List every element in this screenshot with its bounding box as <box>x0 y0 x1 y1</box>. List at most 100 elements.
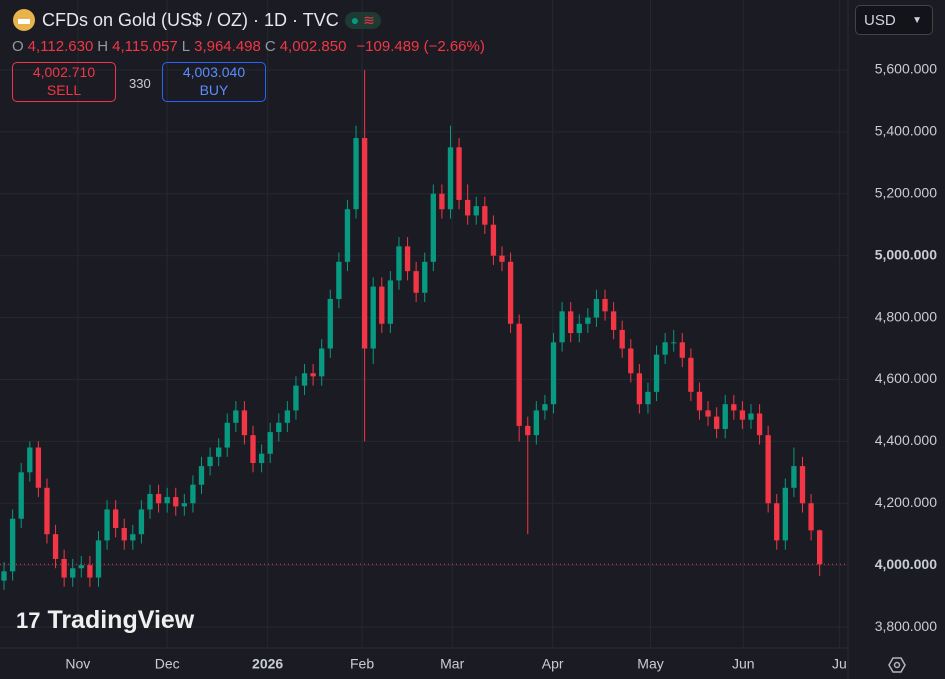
candle-body <box>765 435 771 504</box>
candle-body <box>473 206 479 216</box>
candle-body <box>456 147 462 200</box>
candle-body <box>628 348 634 374</box>
candle-body <box>404 246 411 272</box>
candle-body <box>147 493 153 510</box>
candle-body <box>585 317 591 324</box>
candle-body <box>439 193 445 210</box>
candle-body <box>173 497 179 507</box>
candle-body <box>78 565 84 569</box>
candle-body <box>164 497 170 504</box>
candle-body <box>301 373 308 386</box>
candle-body <box>87 565 93 578</box>
ohlc-value: 3,964.498 <box>194 38 261 55</box>
candle-body <box>293 385 299 411</box>
buy-button[interactable]: 4,003.040 BUY <box>162 62 266 102</box>
candle-body <box>507 261 514 324</box>
candle-body <box>576 323 582 334</box>
sell-label: SELL <box>46 82 82 98</box>
candle-body <box>35 447 42 488</box>
candle-body <box>155 493 162 504</box>
brand: TradingView <box>47 606 195 634</box>
candle-body <box>774 503 780 541</box>
candle-body <box>310 373 316 377</box>
candle-body <box>224 422 230 448</box>
candle-body <box>808 503 814 531</box>
buy-price: 4,003.040 <box>182 64 246 80</box>
candle-body <box>688 357 694 392</box>
candle-body <box>525 425 531 436</box>
candle-body <box>284 410 291 423</box>
candle-body <box>550 342 557 405</box>
sell-price: 4,002.710 <box>32 64 96 80</box>
candle-body <box>44 487 50 535</box>
brand-logo: 17 TradingView <box>16 606 195 634</box>
candle-body <box>464 199 471 216</box>
currency: USD <box>864 12 896 29</box>
candle-body <box>653 354 660 392</box>
candle-body <box>52 534 59 559</box>
candle-body <box>739 410 746 420</box>
ohlc-key: C <box>264 38 276 55</box>
candle-body <box>258 453 265 464</box>
candle-body <box>413 271 419 293</box>
sell-button[interactable]: 4,002.710 SELL <box>12 62 116 102</box>
candle-body <box>336 261 342 299</box>
change: −109.489 (−2.66%) <box>356 38 485 55</box>
candle-body <box>705 410 711 417</box>
candle-body <box>559 311 565 343</box>
ohlc-value: 4,002.850 <box>279 38 347 55</box>
y-tick-label: 3,800.000 <box>875 618 937 634</box>
candle-body <box>422 261 428 293</box>
y-tick-label: 4,200.000 <box>875 494 937 510</box>
candle-body <box>327 298 333 349</box>
candle-body <box>344 209 351 262</box>
candle-body <box>782 487 788 541</box>
currency-select[interactable]: USD ▼ <box>855 5 933 35</box>
candle-body <box>482 206 488 225</box>
candle-body <box>499 255 505 262</box>
y-tick-label: 5,000.000 <box>875 246 937 262</box>
candle-body <box>387 280 394 324</box>
candle-body <box>602 298 608 312</box>
candle-body <box>756 413 763 436</box>
status-badge[interactable]: ● ≋ <box>344 11 381 29</box>
candle-body <box>207 456 213 467</box>
candle-body <box>671 342 677 344</box>
candle-body <box>112 509 119 529</box>
candle-body <box>190 484 196 504</box>
settings-icon[interactable] <box>888 657 906 673</box>
y-tick-label: 4,000.000 <box>875 556 937 572</box>
ohlc-key: O <box>12 38 24 55</box>
candle-body <box>276 422 282 433</box>
candle-body <box>533 410 540 436</box>
candle-body <box>619 329 625 349</box>
candle-body <box>645 391 651 405</box>
candle-body <box>130 534 136 541</box>
candle-body <box>430 193 436 262</box>
candle-body <box>241 410 248 436</box>
buy-label: BUY <box>199 82 229 98</box>
candle-body <box>379 286 385 324</box>
candle-body <box>181 503 187 507</box>
ohlc-key: H <box>97 38 109 55</box>
candle-body <box>121 528 127 541</box>
candle-body <box>361 138 368 349</box>
candle-body <box>319 348 325 377</box>
candle-body <box>267 432 273 454</box>
candle-body <box>799 466 806 504</box>
y-tick-label: 5,600.000 <box>875 61 937 77</box>
candle-body <box>27 447 33 473</box>
symbol-icon <box>13 9 35 31</box>
candle-body <box>9 518 16 572</box>
y-tick-label: 5,400.000 <box>875 123 937 139</box>
x-tick-label: Dec <box>155 656 180 672</box>
candle-body <box>748 413 754 420</box>
candle-body <box>713 416 720 429</box>
symbol-title: CFDs on Gold (US$ / OZ) · 1D · TVC <box>42 9 339 30</box>
candle-body <box>636 373 643 405</box>
candle-body <box>568 311 574 334</box>
candle-body <box>447 147 454 210</box>
candle-body <box>70 568 76 578</box>
